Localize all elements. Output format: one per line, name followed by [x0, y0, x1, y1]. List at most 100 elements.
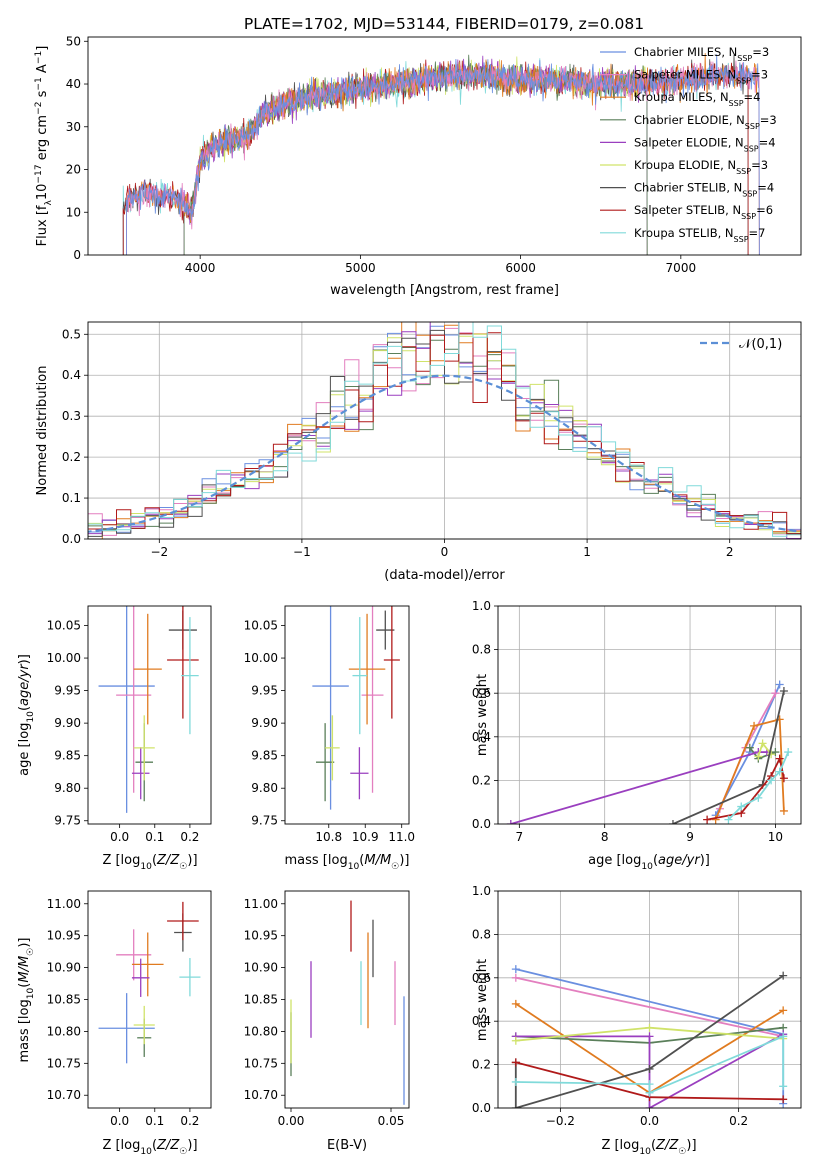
x-tick-label: −1: [293, 545, 311, 559]
label-part: )]: [700, 853, 710, 868]
y-tick-label: 10.80: [47, 1024, 81, 1038]
series-marker: [779, 971, 788, 980]
label-part: (: [651, 1138, 656, 1153]
legend-entry: Salpeter MILES, NSSP=3: [634, 68, 768, 86]
y-tick-label: 11.00: [244, 897, 278, 911]
y-tick-label: 0.2: [472, 773, 491, 787]
y-tick-label: 1.0: [472, 884, 491, 898]
age-vs-Z-x-label: Z [log10(Z/Z☉)]: [102, 853, 197, 872]
age_vs_Z-points: [98, 606, 199, 813]
y-tick-label: 0.6: [472, 971, 491, 985]
x-tick-label: 0.05: [378, 1114, 405, 1128]
y-tick-label: 10.90: [47, 961, 81, 975]
axes-spectrum: 4000500060007000800001020304050: [66, 34, 696, 275]
y-tick-label: 10.95: [47, 929, 81, 943]
x-tick-label: 0.0: [110, 830, 129, 844]
data-point: [116, 606, 152, 793]
series-marker: [745, 743, 754, 752]
age-y-label: age [log10(age/yr)]: [17, 654, 36, 776]
series-marker: [775, 767, 784, 776]
legend-entry-value: =7: [749, 226, 766, 240]
x-tick-label: 0.00: [278, 1114, 305, 1128]
label-part: M/M: [364, 853, 391, 868]
label-part: age [log: [588, 853, 641, 868]
x-tick-label: 6000: [505, 261, 536, 275]
spectrum-frame: [87, 36, 802, 256]
y-tick-label: 10.90: [244, 961, 278, 975]
legend-entry: Chabrier MILES, NSSP=3: [634, 45, 769, 63]
label-part: erg cm: [35, 115, 50, 164]
label-part: Z/Z: [655, 1138, 679, 1153]
x-tick-label: 0.2: [729, 1114, 748, 1128]
label-part: (: [653, 853, 658, 868]
data-point: [348, 613, 386, 725]
series-marker: [511, 1104, 520, 1108]
y-tick-label: 40: [66, 77, 81, 91]
legend-entry-sub: SSP: [744, 144, 759, 153]
series-line: [515, 976, 784, 1038]
y-tick-label: 9.90: [54, 716, 81, 730]
label-part: Flux [f: [35, 205, 50, 246]
series-marker: [724, 815, 733, 824]
mass_vs_ebv-points: [290, 900, 405, 1105]
label-part: )]: [17, 938, 32, 948]
x-tick-label: 7: [516, 830, 524, 844]
x-tick-label: −2: [150, 545, 168, 559]
y-tick-label: 10.00: [244, 651, 278, 665]
mass-vs-Z-x-label: Z [log10(Z/Z☉)]: [102, 1138, 197, 1157]
y-tick-label: 9.75: [251, 814, 278, 828]
series-marker: [771, 748, 780, 757]
label-part: 10: [348, 862, 360, 872]
x-tick-label: 10.8: [315, 830, 342, 844]
y-tick-label: 0.6: [472, 686, 491, 700]
series-marker: [779, 1095, 788, 1104]
label-part: )]: [686, 1138, 696, 1153]
label-part: (: [152, 1138, 157, 1153]
series-marker: [750, 721, 759, 730]
label-part: 10: [26, 711, 36, 723]
mass-weight-Z-x-label: Z [log10(Z/Z☉)]: [601, 1138, 696, 1157]
legend-entry-sub: SSP: [736, 76, 751, 85]
legend-entry: Salpeter ELODIE, NSSP=4: [634, 135, 776, 153]
data-point: [133, 715, 155, 781]
data-point: [131, 932, 164, 997]
mass-vs-ebv-x-label: E(B-V): [327, 1138, 367, 1153]
figure-title: PLATE=1702, MJD=53144, FIBERID=0179, z=0…: [244, 15, 644, 33]
y-tick-label: 10.05: [244, 619, 278, 633]
legend-entry-value: =6: [756, 203, 773, 217]
legend-entry-text: Chabrier MILES, N: [634, 45, 737, 59]
label-part: (: [152, 853, 157, 868]
axes-mass_vs_ebv: 0.00 0.05 10.70 10.75 10.80 10.85 10.90 10.95 11…: [244, 897, 405, 1128]
x-tick-label: 0.2: [180, 1114, 199, 1128]
y-tick-label: 10.95: [244, 929, 278, 943]
legend-entry-sub: SSP: [736, 167, 751, 176]
label-part: Z/Z: [156, 853, 180, 868]
y-tick-label: 10.80: [244, 1024, 278, 1038]
x-tick-label: −0.2: [546, 1114, 575, 1128]
data-point: [131, 747, 150, 800]
series-marker: [511, 1058, 520, 1067]
legend-entry-sub: SSP: [745, 121, 760, 130]
y-tick-label: 9.75: [54, 814, 81, 828]
data-point: [179, 958, 201, 997]
series-marker: [784, 748, 793, 757]
label-part: (: [17, 983, 32, 988]
x-tick-label: 11.0: [388, 830, 415, 844]
series-marker: [779, 1032, 788, 1041]
legend-entry-text: Kroupa STELIB, N: [634, 226, 734, 240]
label-part: A: [35, 64, 50, 77]
y-tick-label: 9.90: [251, 716, 278, 730]
series-marker: [506, 820, 515, 824]
label-part: age/yr: [17, 663, 32, 706]
y-tick-label: 0.5: [62, 327, 81, 341]
series-marker: [754, 752, 763, 761]
y-tick-label: 0: [73, 248, 81, 262]
label-part: −1: [34, 51, 44, 64]
legend-entry-sub: SSP: [742, 189, 757, 198]
mass-weight-y-label: mass weight: [475, 959, 490, 1041]
label-part: 10: [641, 862, 653, 872]
label-part: 10: [35, 184, 50, 201]
y-tick-label: 10.00: [47, 651, 81, 665]
y-tick-label: 0.4: [62, 368, 81, 382]
data-point: [316, 723, 335, 802]
